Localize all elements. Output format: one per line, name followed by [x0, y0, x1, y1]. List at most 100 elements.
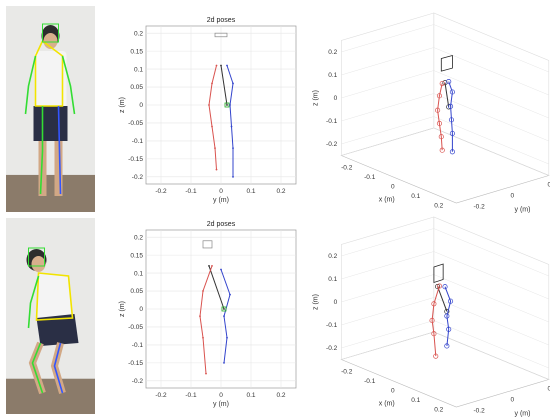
left_limb-joint — [433, 353, 439, 359]
z-tick-label: 0 — [334, 299, 338, 306]
left_limb-joint — [429, 317, 435, 324]
y-tick-label: -0.2 — [474, 407, 486, 414]
right_limb-joint — [444, 313, 450, 319]
photo-floor — [6, 378, 95, 414]
x-tick-label: -0.2 — [155, 392, 167, 399]
right_limb-point — [226, 64, 228, 67]
x-tick-label: 0.2 — [276, 188, 285, 195]
overlay-leg-right — [53, 342, 64, 394]
x-axis-label: x (m) — [379, 196, 395, 203]
chart-3d-bottom-3d: 0.2 0.1 0 -0.1 -0.2 -0.2 -0.1 0 0.1 0.2 -0.2 0 0.2 z … — [312, 216, 550, 417]
floor-plane — [340, 127, 550, 204]
right_limb-point — [226, 336, 228, 339]
right_limb-joint — [446, 326, 452, 332]
left_limb-point — [202, 336, 204, 339]
right_limb-point — [229, 104, 231, 106]
y-tick-label: -0.1 — [132, 138, 144, 145]
z-tick-label: 0 — [334, 95, 338, 102]
x-tick-label: 0.1 — [411, 397, 420, 404]
torso-series-line — [220, 65, 228, 106]
right_limb-joint — [449, 149, 455, 155]
overlay-head-box — [42, 23, 59, 43]
left_limb-series-line — [208, 65, 217, 170]
torso-joint — [442, 80, 448, 86]
torso-point — [208, 265, 210, 267]
right_limb-joint — [449, 89, 455, 95]
left_limb-point — [215, 168, 218, 171]
right_limb-joint — [444, 343, 450, 349]
chart-title: 2d poses — [207, 17, 236, 24]
y-tick-label: 0 — [511, 396, 515, 403]
right_limb-point — [223, 315, 225, 318]
y-tick-label: -0.1 — [132, 342, 144, 349]
right_limb-joint — [447, 103, 454, 109]
overlay-leg-left — [39, 106, 44, 195]
left_limb-joint — [438, 134, 444, 140]
left_limb-point — [202, 290, 204, 292]
x-tick-label: -0.2 — [341, 164, 353, 171]
y-tick-label: -0.15 — [128, 360, 143, 367]
chart-3d-top-3d: 0.2 0.1 0 -0.1 -0.2 -0.2 -0.1 0 0.1 0.2 -0.2 0 0.2 z … — [312, 12, 550, 213]
x-tick-label: 0 — [391, 183, 395, 190]
overlay-torso — [35, 272, 74, 321]
person-photo-standing — [6, 6, 95, 212]
z-gridline — [341, 116, 549, 165]
z-tick-label: -0.1 — [326, 118, 338, 125]
y-tick-label: 0.15 — [130, 252, 143, 259]
photo-column — [6, 6, 95, 414]
z-gridline — [341, 228, 549, 277]
y-tick-label: 0.2 — [548, 181, 550, 188]
left_limb-point — [214, 147, 216, 149]
y-axis-label: y (m) — [515, 206, 531, 213]
z-tick-label: 0.2 — [328, 49, 337, 56]
right_limb-joint — [448, 117, 455, 123]
z-tick-label: 0.2 — [328, 253, 337, 260]
x-axis-label: y (m) — [213, 197, 229, 204]
shorts — [36, 314, 79, 346]
x-axis-label: y (m) — [213, 401, 229, 408]
left_limb-joint — [439, 80, 445, 87]
torso-point — [220, 64, 222, 67]
y-tick-label: 0 — [139, 306, 143, 313]
hip-center-marker — [221, 306, 227, 312]
y-tick-label: -0.2 — [132, 378, 144, 385]
z-tick-label: 0.1 — [328, 72, 337, 79]
y-axis-label: z (m) — [119, 301, 126, 317]
x-tick-label: 0.1 — [246, 188, 255, 195]
head-box-mark — [440, 54, 453, 72]
shorts — [33, 106, 68, 141]
left_limb-joint — [435, 107, 441, 113]
right_limb-series-line — [226, 65, 234, 177]
torso-point — [223, 308, 225, 310]
back-wall-right — [433, 216, 550, 380]
x-tick-label: -0.1 — [364, 378, 376, 385]
overlay-arm-right — [61, 55, 76, 115]
torso-series-line — [444, 82, 450, 107]
right_limb-joint — [447, 298, 454, 304]
right_limb-point — [229, 293, 231, 296]
z-gridline — [341, 251, 549, 300]
x-tick-label: 0 — [219, 392, 223, 399]
z-axis-label: z (m) — [312, 294, 319, 310]
right_limb-series-line — [444, 286, 452, 346]
left_limb-point — [199, 315, 201, 318]
right_limb-joint — [446, 79, 452, 85]
photo-floor — [6, 174, 95, 212]
right_limb-point — [220, 268, 222, 271]
z-tick-label: 0.1 — [328, 276, 337, 283]
y-tick-label: -0.2 — [474, 203, 486, 210]
overlay-torso — [34, 40, 64, 107]
y-tick-label: -0.05 — [128, 120, 143, 127]
y-tick-label: -0.2 — [132, 174, 144, 181]
y-tick-label: 0.1 — [134, 270, 143, 277]
x-tick-label: -0.1 — [185, 392, 197, 399]
overlay-arm-left — [27, 275, 40, 329]
y-tick-label: 0 — [511, 192, 515, 199]
x-tick-label: 0.2 — [434, 406, 443, 413]
x-tick-label: 0.1 — [246, 392, 255, 399]
overlay-arm-left — [24, 55, 37, 115]
z-gridline — [341, 93, 549, 142]
left_limb-joint — [431, 331, 437, 337]
right_limb-point — [232, 147, 234, 149]
